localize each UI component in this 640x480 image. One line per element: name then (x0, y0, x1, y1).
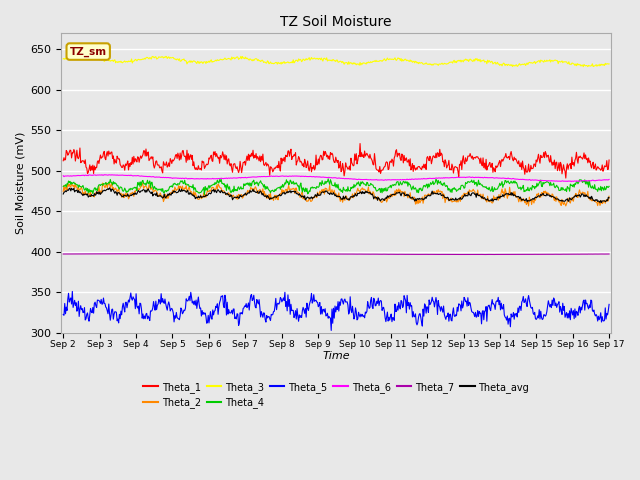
Line: Theta_2: Theta_2 (63, 183, 609, 206)
Theta_3 (182, 58, 189, 63)
Theta_4 (404, 183, 412, 189)
Theta_3 (126, 58, 134, 64)
Theta_4 (211, 182, 218, 188)
Theta_1 (605, 157, 613, 163)
Theta_5 (328, 327, 335, 333)
Theta_avg (182, 188, 189, 194)
Theta_1 (60, 158, 67, 164)
Theta_5 (68, 288, 76, 294)
Theta_5 (211, 308, 218, 314)
Theta_2 (419, 201, 427, 206)
Theta_3 (76, 52, 84, 58)
Theta_2 (69, 183, 77, 189)
Line: Theta_7: Theta_7 (63, 253, 609, 254)
Theta_4 (69, 180, 77, 186)
Theta_4 (181, 178, 189, 183)
Theta_5 (126, 295, 134, 300)
Theta_4 (60, 183, 67, 189)
Theta_1 (181, 154, 189, 159)
Theta_6 (211, 176, 218, 181)
Title: TZ Soil Moisture: TZ Soil Moisture (280, 15, 392, 29)
Theta_6 (100, 172, 108, 178)
Theta_avg (69, 187, 77, 193)
Legend: Theta_1, Theta_2, Theta_3, Theta_4, Theta_5, Theta_6, Theta_7, Theta_avg: Theta_1, Theta_2, Theta_3, Theta_4, Thet… (139, 378, 533, 412)
Theta_3 (605, 61, 613, 67)
Theta_6 (126, 173, 134, 179)
Theta_6 (567, 179, 575, 185)
Theta_2 (525, 203, 532, 209)
Theta_5 (605, 301, 613, 307)
Theta_3 (60, 56, 67, 62)
Theta_1 (210, 149, 218, 155)
Theta_7 (196, 251, 204, 256)
Theta_7 (605, 251, 613, 257)
Theta_7 (60, 251, 67, 257)
Line: Theta_6: Theta_6 (63, 175, 609, 182)
Theta_6 (605, 177, 613, 182)
Theta_1 (562, 175, 570, 181)
Theta_avg (60, 191, 67, 197)
Theta_2 (605, 193, 613, 199)
Theta_3 (419, 61, 427, 67)
Line: Theta_avg: Theta_avg (63, 188, 609, 203)
Theta_2 (211, 187, 218, 192)
Y-axis label: Soil Moisture (mV): Soil Moisture (mV) (15, 132, 25, 234)
Theta_3 (579, 64, 587, 70)
Theta_2 (102, 180, 110, 186)
Theta_7 (181, 251, 189, 256)
Theta_5 (404, 303, 412, 309)
Theta_4 (200, 192, 208, 197)
Theta_3 (211, 59, 218, 64)
Theta_4 (605, 183, 613, 189)
Theta_6 (182, 175, 189, 181)
Theta_7 (481, 252, 489, 257)
Line: Theta_5: Theta_5 (63, 291, 609, 330)
Theta_2 (403, 193, 411, 199)
Theta_1 (419, 165, 427, 171)
Theta_4 (420, 182, 428, 188)
Theta_avg (211, 189, 218, 195)
Theta_1 (356, 141, 364, 146)
Theta_6 (60, 173, 67, 179)
Theta_5 (182, 305, 189, 311)
Theta_avg (605, 195, 613, 201)
X-axis label: Time: Time (323, 350, 350, 360)
Theta_7 (125, 251, 133, 257)
Line: Theta_4: Theta_4 (63, 179, 609, 194)
Theta_avg (598, 200, 605, 205)
Theta_3 (403, 57, 411, 63)
Theta_7 (403, 252, 411, 257)
Theta_7 (419, 252, 427, 257)
Theta_1 (69, 150, 77, 156)
Theta_4 (324, 176, 332, 182)
Theta_7 (211, 251, 218, 256)
Theta_2 (126, 191, 134, 197)
Line: Theta_1: Theta_1 (63, 144, 609, 178)
Line: Theta_3: Theta_3 (63, 55, 609, 67)
Theta_2 (60, 189, 67, 194)
Theta_5 (60, 312, 67, 317)
Theta_avg (106, 185, 113, 191)
Text: TZ_sm: TZ_sm (70, 47, 107, 57)
Theta_4 (125, 186, 133, 192)
Theta_3 (69, 54, 77, 60)
Theta_1 (125, 161, 133, 167)
Theta_6 (419, 176, 427, 182)
Theta_6 (403, 176, 411, 182)
Theta_avg (126, 193, 134, 199)
Theta_5 (70, 301, 77, 307)
Theta_6 (69, 173, 77, 179)
Theta_2 (182, 186, 189, 192)
Theta_1 (403, 159, 411, 165)
Theta_avg (419, 197, 427, 203)
Theta_7 (69, 251, 77, 257)
Theta_5 (420, 313, 428, 319)
Theta_avg (403, 193, 411, 199)
